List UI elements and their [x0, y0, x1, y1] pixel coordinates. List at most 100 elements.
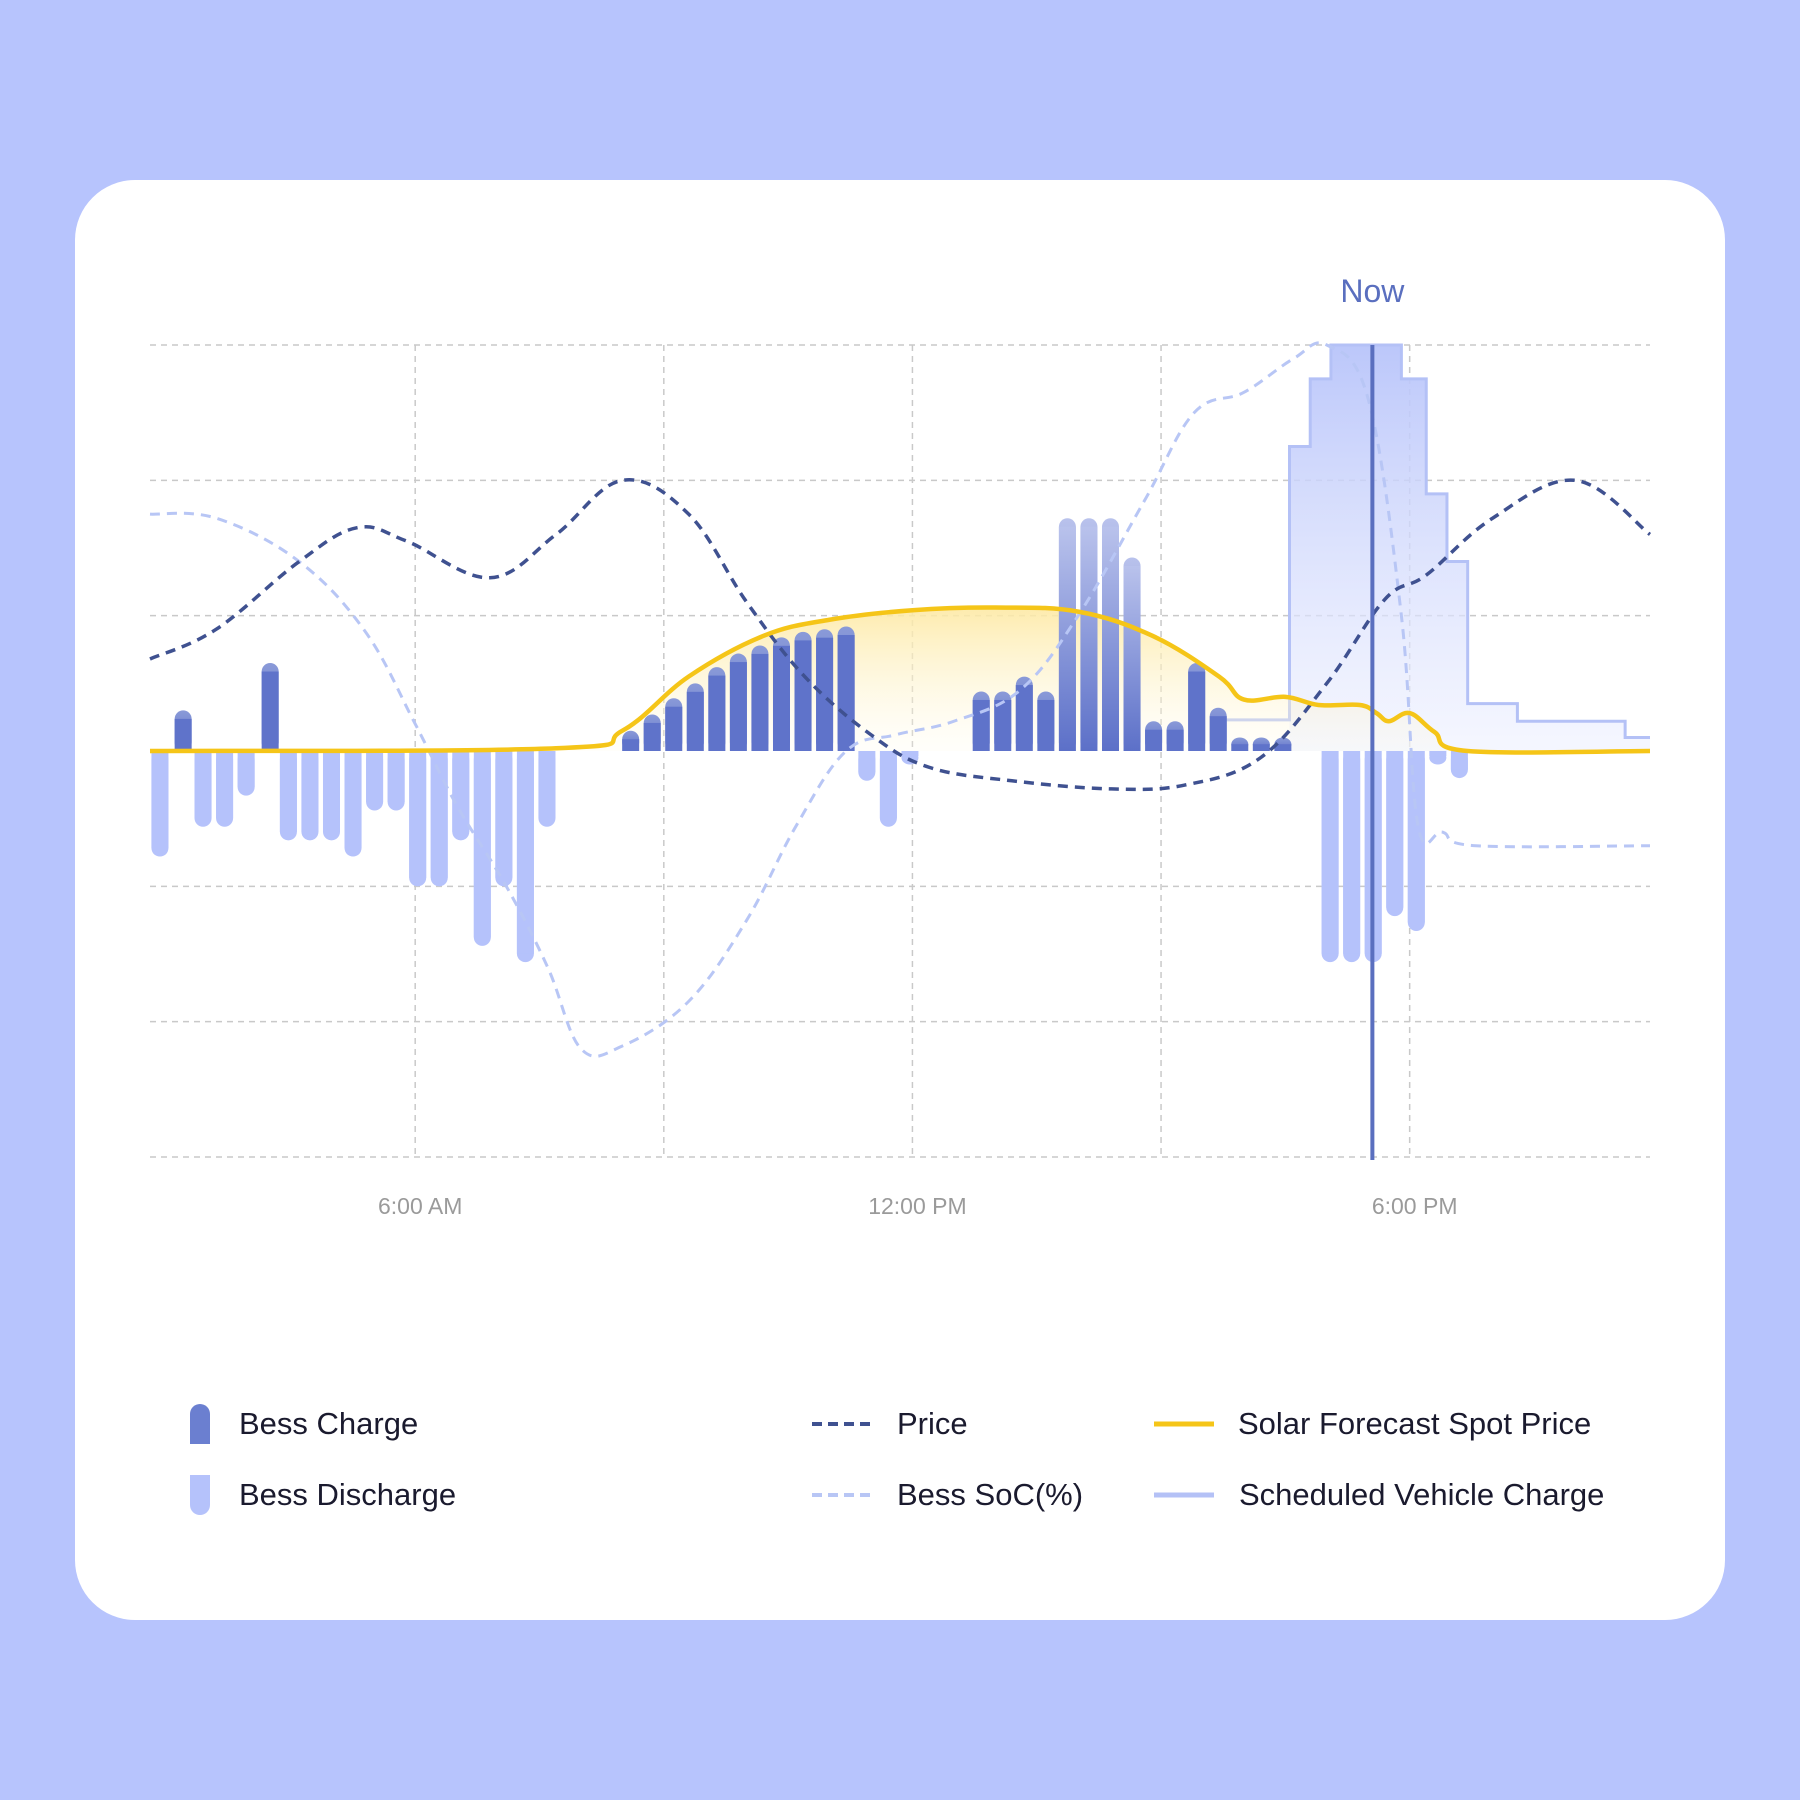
bess-charge-bar-body — [1188, 671, 1206, 751]
bess-discharge-bar-body — [279, 751, 297, 832]
bess-discharge-bar-body — [452, 751, 470, 832]
bess-charge-bar — [643, 714, 661, 751]
bess-discharge-bar — [194, 751, 212, 827]
bess-discharge-bar-body — [1343, 751, 1361, 954]
bess-discharge-bar-body — [1407, 751, 1425, 923]
solar-line — [149, 605, 1651, 755]
bess-charge-bar-body — [1058, 526, 1076, 751]
bess-charge-bar — [1231, 737, 1249, 751]
bess-charge-bar — [994, 691, 1012, 751]
bess-charge-bar — [1252, 737, 1270, 751]
bess-charge-bar — [1015, 676, 1033, 751]
bess-charge-bar — [1145, 721, 1163, 751]
bess-charge-bar-body — [708, 675, 726, 751]
bess-charge-bar-body — [837, 634, 855, 751]
bess-discharge-bar-body — [216, 751, 234, 819]
bess-discharge-bar-body — [194, 751, 212, 819]
bess-charge-bar — [772, 637, 790, 751]
solar-fill — [150, 607, 1650, 753]
bess-discharge-bar-body — [409, 751, 427, 878]
bess-charge-bar-body — [972, 699, 990, 751]
bess-discharge-bar — [1450, 751, 1468, 779]
bess-charge-bar — [1166, 721, 1184, 751]
chart-card — [75, 180, 1725, 1620]
bess-discharge-bar-body — [858, 751, 876, 773]
bess-charge-bar — [794, 631, 812, 751]
bess-charge-bar-body — [794, 640, 812, 751]
bess-discharge-bar-body — [473, 751, 491, 938]
bess-discharge-bar-body — [879, 751, 897, 819]
bess-discharge-bar — [1343, 751, 1361, 963]
bess-discharge-bar-body — [901, 751, 919, 757]
x-tick-label: 6:00 PM — [1372, 1193, 1458, 1219]
bess-charge-bar-body — [1145, 729, 1163, 751]
bess-charge-bar-body — [1252, 744, 1270, 751]
bess-discharge-bar — [151, 751, 169, 857]
bess-charge-bar — [729, 653, 747, 751]
bess-charge-bar — [1037, 691, 1055, 751]
bess-discharge-bar — [366, 751, 384, 811]
bess-charge-bar — [837, 626, 855, 751]
bess-discharge-bar-body — [151, 751, 169, 849]
bess-discharge-bar-body — [1386, 751, 1404, 908]
bess-charge-bar — [1080, 518, 1098, 751]
bess-charge-bar — [261, 663, 279, 751]
bess-discharge-bar-body — [516, 751, 534, 954]
bess-charge-bar-body — [1209, 716, 1227, 751]
bess-charge-bar — [972, 691, 990, 751]
x-axis-ticks: 6:00 AM 12:00 PM 6:00 PM — [378, 1193, 1457, 1219]
solar-area — [150, 607, 1650, 753]
bess-charge-bar — [1188, 663, 1206, 751]
bess-discharge-bar-body — [1450, 751, 1468, 770]
bess-discharge-bar — [538, 751, 556, 827]
bess-discharge-bar — [879, 751, 897, 827]
bess-charge-bar-body — [729, 662, 747, 751]
bess-charge-bar-body — [643, 722, 661, 751]
bess-charge-bar-body — [994, 699, 1012, 751]
bess-discharge-bar — [1429, 751, 1447, 765]
bess-charge-bar-body — [816, 637, 834, 751]
bess-discharge-bar-body — [366, 751, 384, 803]
bess-discharge-bar — [516, 751, 534, 963]
bess-discharge-bar-body — [322, 751, 340, 832]
bess-charge-bar-body — [1274, 744, 1292, 751]
bess-discharge-bar — [1321, 751, 1339, 963]
bess-discharge-bar — [344, 751, 362, 857]
now-marker: Now — [1340, 273, 1405, 1160]
bess-discharge-bar — [1386, 751, 1404, 917]
bess-charge-bar — [1274, 737, 1292, 751]
bess-charge-bar-body — [1080, 526, 1098, 751]
soc-line — [149, 341, 1651, 1058]
bess-discharge-bar-body — [1321, 751, 1339, 954]
bess-charge-bar-body — [1166, 729, 1184, 751]
bess-charge-bar-body — [174, 718, 192, 751]
bess-charge-bar — [622, 730, 640, 751]
bess-charge-bar — [665, 698, 683, 751]
bess-discharge-bar — [452, 751, 470, 841]
bess-discharge-bar — [387, 751, 405, 811]
bess-discharge-bar — [237, 751, 255, 796]
bess-charge-bar-body — [1101, 526, 1119, 751]
bess-discharge-bar — [279, 751, 297, 841]
bess-discharge-bar — [322, 751, 340, 841]
x-tick-label: 12:00 PM — [868, 1193, 966, 1219]
bess-discharge-bar — [858, 751, 876, 781]
bess-charge-bar-body — [1123, 565, 1141, 751]
bess-discharge-bar — [495, 751, 513, 887]
bess-charge-bar — [174, 710, 192, 751]
bess-charge-bar — [1209, 707, 1227, 751]
bess-charge-bar-body — [665, 706, 683, 751]
vehicle-charge-line — [1210, 343, 1650, 739]
bess-charge-bar — [708, 667, 726, 751]
now-label: Now — [1340, 273, 1405, 309]
bess-charge-bar-body — [751, 653, 769, 751]
bess-discharge-bar-body — [538, 751, 556, 819]
bess-charge-bar-body — [622, 739, 640, 751]
price-line — [149, 478, 1652, 792]
bess-discharge-bar — [1407, 751, 1425, 931]
bess-charge-bar-body — [1231, 744, 1249, 751]
bess-charge-bar — [686, 683, 704, 751]
bess-charge-bar — [751, 645, 769, 751]
bess-charge-bar — [1101, 518, 1119, 751]
